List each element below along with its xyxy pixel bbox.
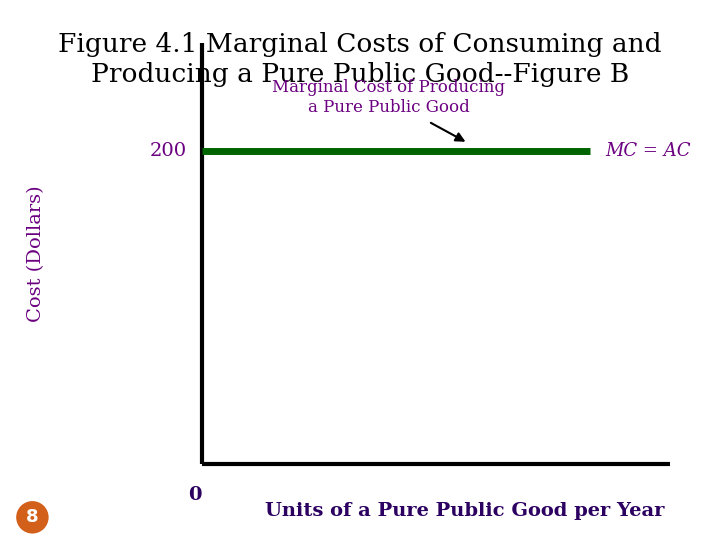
Text: 8: 8 [26,508,39,526]
Text: 0: 0 [188,486,201,504]
Text: Figure 4.1 Marginal Costs of Consuming and: Figure 4.1 Marginal Costs of Consuming a… [58,32,662,57]
Text: MC = AC: MC = AC [605,142,690,160]
Text: Cost (Dollars): Cost (Dollars) [27,185,45,322]
Text: Marginal Cost of Producing
a Pure Public Good: Marginal Cost of Producing a Pure Public… [272,79,505,116]
Text: Units of a Pure Public Good per Year: Units of a Pure Public Good per Year [265,502,664,520]
Text: 200: 200 [150,142,187,160]
Text: Producing a Pure Public Good--Figure B: Producing a Pure Public Good--Figure B [91,62,629,87]
